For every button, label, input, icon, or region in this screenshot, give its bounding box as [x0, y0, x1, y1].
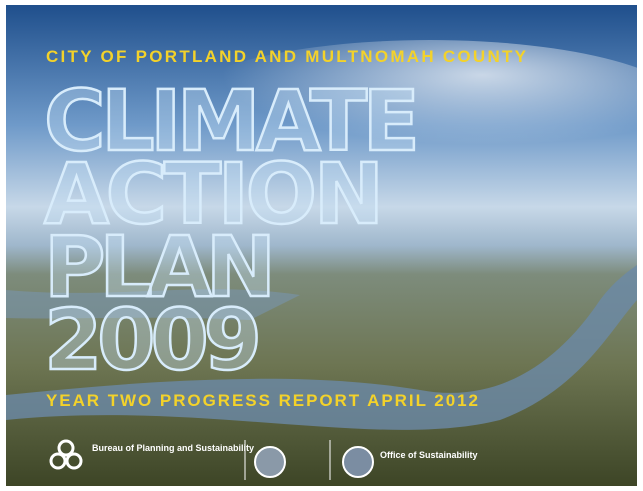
- overline: CITY OF PORTLAND AND MULTNOMAH COUNTY: [46, 47, 527, 66]
- city-seal: [255, 447, 285, 477]
- subtitle: YEAR TWO PROGRESS REPORT APRIL 2012: [46, 391, 478, 410]
- county-seal: [343, 447, 373, 477]
- bureau-name: Bureau of Planning and Sustainability: [92, 443, 254, 453]
- title-line: 2009: [44, 291, 262, 389]
- office-name: Office of Sustainability: [380, 450, 478, 460]
- cover: CITY OF PORTLAND AND MULTNOMAH COUNTY CL…: [0, 0, 643, 491]
